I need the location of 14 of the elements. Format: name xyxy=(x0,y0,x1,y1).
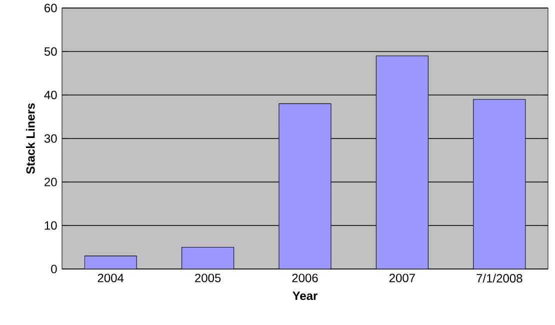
x-tick-label: 2004 xyxy=(98,274,124,282)
x-tick-label: 2005 xyxy=(195,274,221,282)
y-tick-label: 50 xyxy=(44,47,57,56)
y-tick-label: 30 xyxy=(44,134,57,143)
y-tick-label: 40 xyxy=(44,90,57,100)
y-tick-label: 60 xyxy=(44,4,57,12)
x-axis-title: Year xyxy=(292,292,318,300)
x-tick-label: 2007 xyxy=(389,274,415,282)
y-tick-label: 10 xyxy=(44,221,57,230)
y-axis-title: Stack Liners xyxy=(26,103,35,174)
x-tick-label: 2006 xyxy=(292,274,318,282)
x-tick-label: 7/1/2008 xyxy=(476,274,522,283)
y-tick-label: 20 xyxy=(44,178,57,186)
y-tick-label: 0 xyxy=(51,264,57,274)
